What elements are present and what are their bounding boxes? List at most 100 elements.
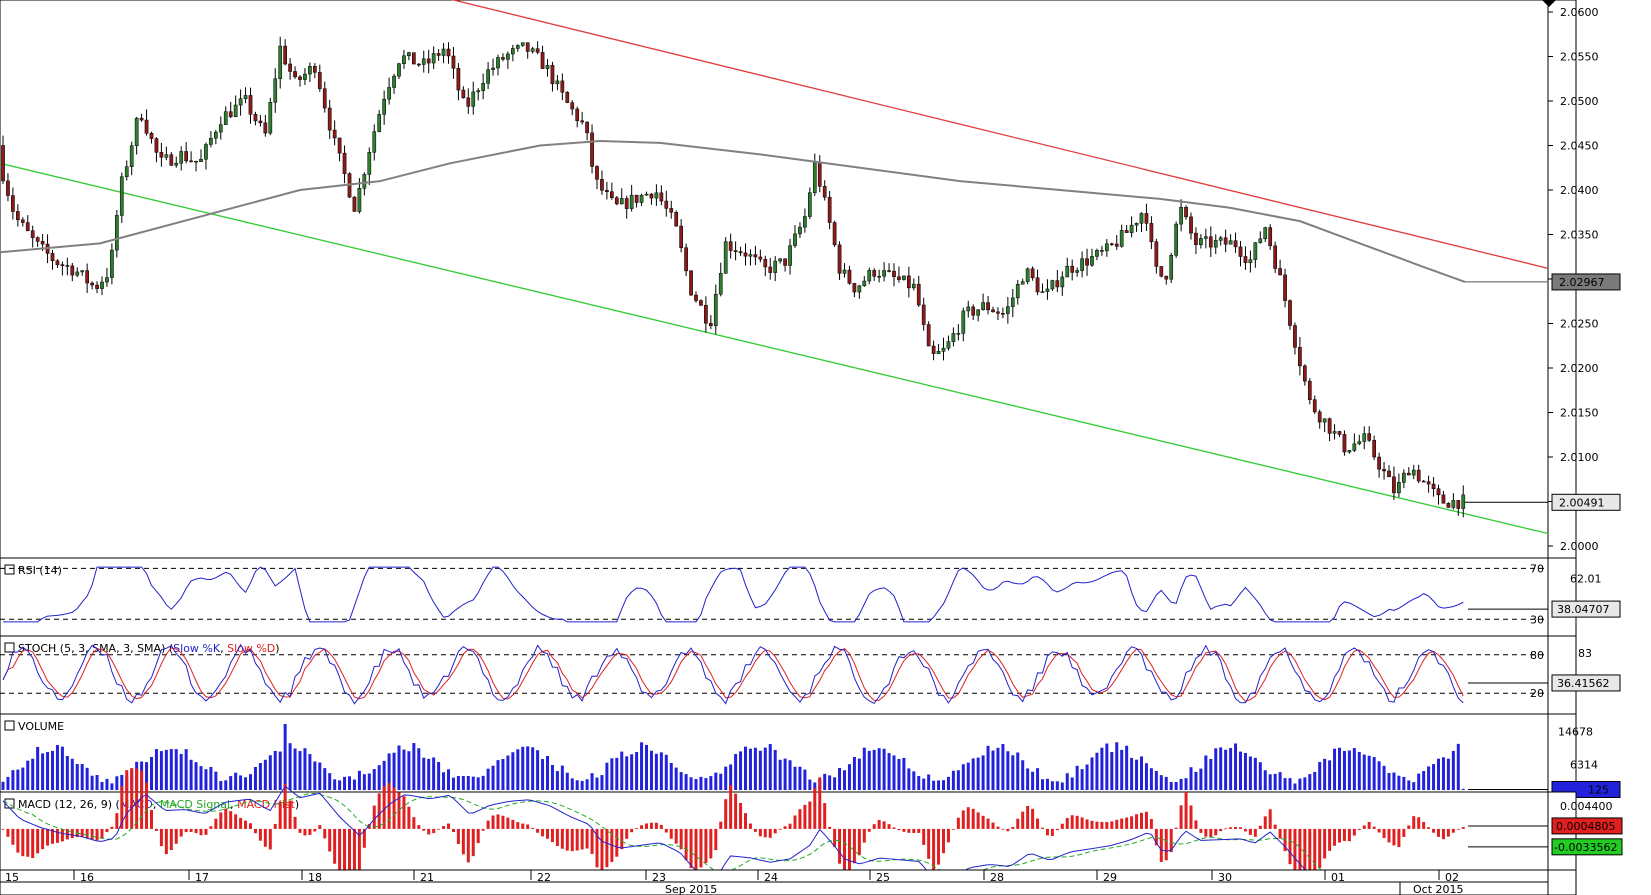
macd-hist-bar — [31, 828, 35, 859]
volume-bar — [852, 756, 856, 790]
volume-bar — [1318, 761, 1322, 790]
volume-bar — [511, 752, 515, 790]
volume-bar — [585, 779, 589, 790]
volume-bar — [907, 768, 911, 790]
macd-hist-bar — [981, 815, 985, 829]
macd-hist-bar — [1432, 828, 1436, 833]
candle-down — [1456, 500, 1461, 509]
volume-bar — [1372, 757, 1376, 790]
volume-bar — [565, 772, 569, 790]
volume-bar — [679, 772, 683, 790]
volume-bar — [21, 767, 25, 790]
macd-hist-bar — [1248, 828, 1252, 835]
macd-hist-bar — [263, 828, 267, 847]
volume-bar — [427, 758, 431, 790]
macd-hist-bar — [318, 825, 322, 829]
macd-hist-bar — [570, 828, 574, 852]
candle-down — [50, 253, 55, 261]
macd-hist-box — [1551, 817, 1623, 835]
macd-hist-bar — [976, 812, 980, 829]
volume-bar — [1179, 778, 1183, 790]
candle-up — [966, 306, 971, 312]
macd-hist-bar — [773, 828, 777, 834]
volume-bar — [194, 762, 198, 790]
candle-up — [1397, 482, 1401, 494]
volume-bar — [744, 746, 747, 790]
volume-bar — [258, 763, 262, 790]
volume-close-icon[interactable] — [4, 720, 15, 731]
macd-close-icon[interactable] — [4, 798, 15, 809]
candle-down — [149, 133, 154, 139]
candle-down — [1124, 230, 1129, 233]
volume-bar — [615, 757, 619, 790]
macd-hist-bar — [1318, 828, 1322, 868]
candle-down — [986, 302, 990, 311]
macd-hist-bar — [1036, 818, 1040, 829]
volume-bar — [1382, 765, 1386, 790]
volume-bar — [1016, 752, 1020, 790]
macd-hist-bar — [684, 828, 688, 861]
macd-hist-bar — [308, 828, 312, 835]
time-tick-label: 18 — [308, 871, 322, 884]
candle-down — [659, 192, 664, 202]
macd-hist-bar — [882, 821, 886, 829]
candle-down — [605, 190, 609, 192]
macd-hist-bar — [16, 828, 20, 853]
price-tick-label: 2.0100 — [1560, 451, 1599, 464]
volume-bar — [768, 743, 772, 790]
macd-hist-bar — [585, 828, 589, 849]
macd-hist-bar — [451, 828, 455, 833]
candle-up — [268, 101, 273, 134]
candle-down — [916, 283, 921, 306]
macd-hist-bar — [778, 828, 782, 830]
volume-bar — [580, 780, 584, 790]
volume-bar — [145, 762, 149, 790]
volume-bar — [249, 774, 252, 790]
volume-bar — [610, 758, 614, 790]
volume-bar — [1036, 768, 1040, 790]
volume-bar — [1021, 760, 1025, 790]
candle-up — [936, 351, 941, 354]
macd-hist-bar — [491, 815, 495, 829]
volume-bar — [1432, 764, 1436, 790]
volume-bar — [1065, 773, 1069, 790]
volume-bar — [1100, 747, 1104, 790]
volume-bar — [1120, 749, 1124, 790]
candle-down — [565, 91, 570, 103]
candle-up — [1228, 240, 1233, 245]
candle-down — [585, 121, 589, 134]
volume-bar — [1110, 752, 1114, 790]
month-label: Oct 2015 — [1413, 883, 1464, 895]
candle-down — [1030, 268, 1035, 279]
volume-bar — [1055, 781, 1059, 790]
candle-down — [674, 212, 679, 227]
macd-hist-bar — [95, 828, 99, 841]
volume-bar — [773, 749, 777, 790]
candle-up — [75, 271, 80, 276]
candle-up — [644, 193, 649, 196]
collapse-arrow-icon[interactable] — [1542, 0, 1556, 7]
rsi-label: RSI (14) — [18, 564, 62, 577]
stoch-close-icon[interactable] — [4, 642, 15, 653]
macd-hist-bar — [481, 828, 485, 831]
candle-up — [308, 66, 312, 75]
macd-hist-bar — [407, 806, 411, 829]
volume-bar — [956, 770, 960, 790]
volume-bar — [26, 760, 30, 790]
volume-bar — [862, 747, 866, 790]
macd-hist-bar — [605, 828, 609, 868]
volume-bar — [838, 767, 842, 790]
candle-up — [486, 69, 490, 84]
macd-hist-bar — [288, 800, 292, 829]
candle-down — [313, 66, 317, 73]
stoch-close-paren: ) — [275, 642, 279, 655]
volume-bar — [1219, 747, 1223, 790]
candle-up — [174, 162, 179, 166]
stoch-label: STOCH (5, 3, SMA, 3, SMA) ( — [18, 642, 173, 655]
volume-bar — [531, 747, 535, 790]
rsi-close-icon[interactable] — [4, 564, 15, 575]
candle-up — [877, 275, 881, 278]
candle-down — [664, 200, 669, 209]
candle-up — [100, 281, 104, 289]
candle-up — [961, 310, 966, 334]
